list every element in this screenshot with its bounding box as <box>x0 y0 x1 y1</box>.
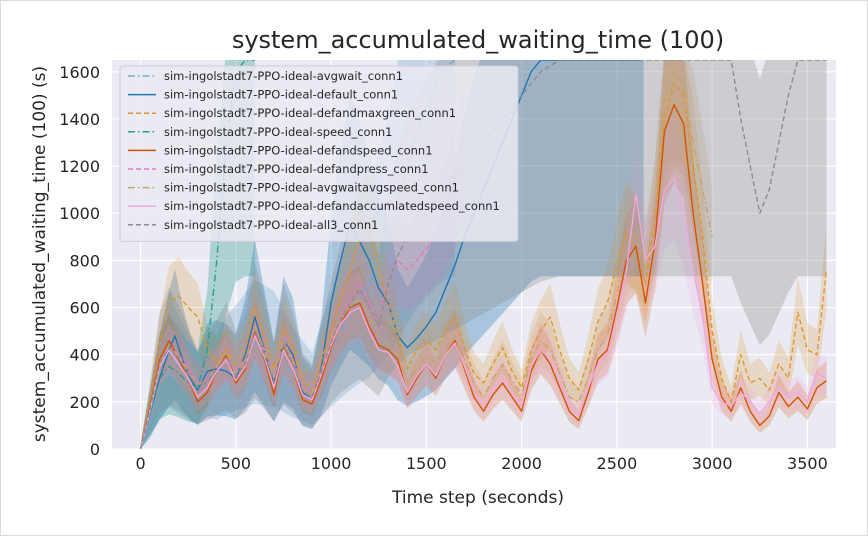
series-line-all3 <box>139 60 827 449</box>
x-axis-label: Time step (seconds) <box>391 488 564 508</box>
series-line-defandmaxgreen <box>139 82 828 449</box>
series-line-default <box>139 60 644 449</box>
legend-label-defandmaxgreen: sim-ingolstadt7-PPO-ideal-defandmaxgreen… <box>164 106 456 120</box>
x-tick-label: 2500 <box>597 454 638 473</box>
series-line-defandaccumlatedspeed <box>139 177 827 449</box>
legend-label-avgwaitavgspeed: sim-ingolstadt7-PPO-ideal-avgwaitavgspee… <box>164 181 459 195</box>
x-tick-label: 0 <box>135 454 145 473</box>
legend-label-avgwait: sim-ingolstadt7-PPO-ideal-avgwait_conn1 <box>164 69 403 83</box>
y-tick-label: 1400 <box>59 110 100 129</box>
legend-box <box>119 65 519 242</box>
legend: sim-ingolstadt7-PPO-ideal-avgwait_conn1s… <box>119 65 519 242</box>
y-tick-label: 1200 <box>59 157 100 176</box>
band-avgwait <box>140 60 455 449</box>
y-axis-label: system_accumulated_waiting_time (100) (s… <box>30 66 50 442</box>
chart-title: system_accumulated_waiting_time (100) <box>232 26 724 54</box>
x-tick-label: 2000 <box>501 454 542 473</box>
legend-label-defandpress: sim-ingolstadt7-PPO-ideal-defandpress_co… <box>164 162 429 176</box>
y-tick-label: 800 <box>69 251 100 270</box>
band-defandmaxgreen <box>140 60 827 449</box>
band-defandaccumlatedspeed <box>140 113 827 449</box>
legend-label-speed: sim-ingolstadt7-PPO-ideal-speed_conn1 <box>164 125 392 139</box>
x-tick-label: 500 <box>221 454 252 473</box>
x-tick-label: 1000 <box>311 454 352 473</box>
legend-label-defandspeed: sim-ingolstadt7-PPO-ideal-defandspeed_co… <box>164 143 433 157</box>
tick-labels: 0 500 1000 1500 2000 2500 3000 3500 0 200 400 600 80… <box>59 63 827 473</box>
legend-label-default: sim-ingolstadt7-PPO-ideal-default_conn1 <box>164 88 398 102</box>
legend-label-defandaccumlatedspeed: sim-ingolstadt7-PPO-ideal-defandaccumlat… <box>164 199 500 213</box>
y-tick-label: 0 <box>90 440 100 459</box>
series-line-speed <box>139 60 255 449</box>
x-tick-label: 3000 <box>692 454 733 473</box>
x-tick-label: 1500 <box>406 454 447 473</box>
y-tick-label: 400 <box>69 346 100 365</box>
y-tick-label: 1000 <box>59 204 100 223</box>
y-tick-label: 600 <box>69 299 100 318</box>
legend-label-all3: sim-ingolstadt7-PPO-ideal-all3_conn1 <box>164 218 379 232</box>
band-all3 <box>140 60 827 449</box>
y-tick-label: 200 <box>69 393 100 412</box>
y-tick-label: 1600 <box>59 63 100 82</box>
x-tick-label: 3500 <box>787 454 828 473</box>
